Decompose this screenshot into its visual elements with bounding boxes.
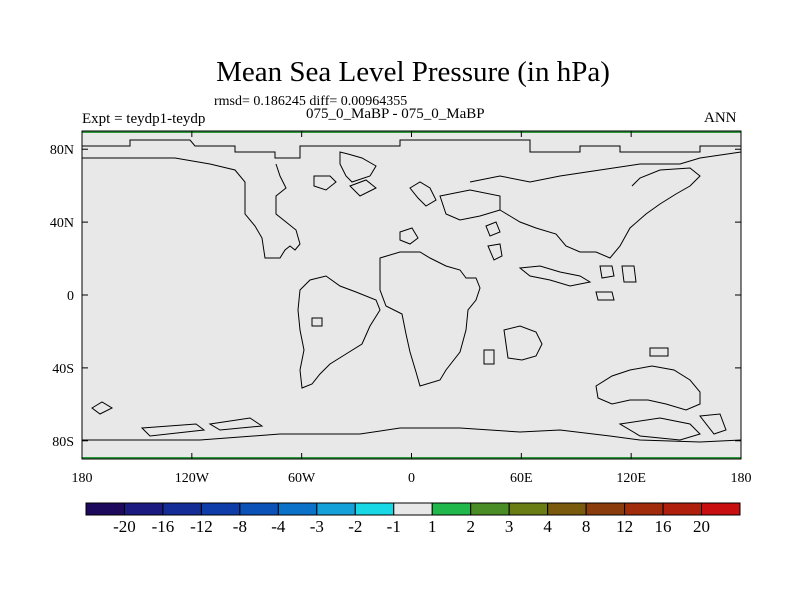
indonesia-isle: [595, 291, 615, 301]
x-tick-label-6: 180: [731, 471, 752, 486]
colorbar-box-13: [585, 502, 626, 516]
colorbar-label-9: 2: [466, 517, 475, 536]
arctic-island-2: [349, 179, 377, 197]
antarctic-shelf-4: [699, 413, 727, 435]
colorbar-label-1: -16: [152, 517, 175, 536]
madagascar: [503, 325, 543, 361]
colorbar-box-12: [547, 502, 587, 516]
africa: [379, 251, 481, 387]
x-tick-label-1: 120W: [175, 471, 210, 486]
greenland: [339, 151, 377, 183]
colorbar-box-16: [701, 502, 741, 516]
x-tick-label-5: 120E: [616, 471, 646, 486]
colorbar-label-8: 1: [428, 517, 437, 536]
y-tick-label-0: 80N: [50, 143, 74, 158]
antarctic-shelf-1: [140, 423, 206, 437]
pacific-isle: [649, 347, 669, 357]
north-coast-line: [81, 139, 741, 159]
asia-north-coast: [469, 151, 742, 183]
colorbar-box-4: [239, 502, 279, 516]
colorbar-label-5: -3: [310, 517, 324, 536]
season-label: ANN: [704, 110, 737, 126]
colorbar-box-2: [162, 502, 202, 516]
arctic-island-1: [313, 175, 337, 191]
colorbar-label-7: -1: [387, 517, 401, 536]
colorbar-label-6: -2: [348, 517, 362, 536]
colorbar-label-11: 4: [543, 517, 552, 536]
colorbar-box-7: [354, 502, 395, 516]
asia-east-coast: [499, 167, 701, 259]
map-title: Mean Sea Level Pressure (in hPa): [216, 56, 610, 88]
colorbar-box-0: [85, 502, 125, 516]
japan-region: [621, 265, 637, 283]
colorbar-label-0: -20: [113, 517, 136, 536]
y-tick-label-2: 0: [67, 289, 74, 304]
arabia-india-coast: [518, 265, 592, 287]
y-tick-label-3: 40S: [52, 362, 74, 377]
experiment-label: Expt = teydp1-teydp: [82, 111, 206, 127]
antarctica-coast: [82, 427, 742, 443]
antarctic-shelf-3: [618, 417, 701, 441]
black-sea-region: [485, 221, 501, 237]
rmsd-stats: rmsd= 0.186245 diff= 0.00964355: [214, 94, 408, 109]
southeast-asia-isle: [599, 265, 615, 279]
caspian-region: [487, 243, 503, 261]
colorbar-box-8: [393, 502, 433, 516]
colorbar-label-2: -12: [190, 517, 213, 536]
europe-interior: [439, 189, 501, 221]
y-tick-label-1: 40N: [50, 216, 74, 231]
x-tick-label-4: 60E: [510, 471, 533, 486]
scandinavia: [409, 181, 437, 207]
colorbar-boxes: [85, 502, 741, 516]
colorbar-box-1: [123, 502, 164, 516]
iberia: [399, 227, 419, 245]
colorbar-box-11: [508, 502, 549, 516]
period-label: 075_0_MaBP - 075_0_MaBP: [306, 106, 485, 122]
map-axes: 180 120W 60W 0 60E 120E 180 80N 40N 0 40S 80S: [50, 131, 752, 486]
colorbar-label-14: 16: [655, 517, 672, 536]
colorbar-box-10: [470, 502, 510, 516]
southern-isle-1: [91, 401, 114, 415]
colorbar-box-14: [624, 502, 664, 516]
colorbar-box-3: [200, 502, 241, 516]
map-field: [82, 131, 741, 459]
colorbar-box-15: [662, 502, 703, 516]
colorbar-box-6: [316, 502, 356, 516]
colorbar-label-15: 20: [693, 517, 710, 536]
colorbar-label-13: 12: [616, 517, 633, 536]
colorbar-label-4: -4: [271, 517, 286, 536]
north-america-west-coast: [82, 157, 301, 259]
south-america-lake: [311, 317, 323, 327]
coastlines: [81, 139, 742, 443]
south-america: [297, 275, 381, 389]
antarctic-shelf-2: [208, 417, 264, 431]
colorbar-label-12: 8: [582, 517, 591, 536]
colorbar-box-9: [431, 502, 472, 516]
colorbar-label-3: -8: [233, 517, 247, 536]
colorbar-label-10: 3: [505, 517, 514, 536]
australia: [595, 365, 701, 411]
colorbar-box-5: [277, 502, 318, 516]
x-tick-label-0: 180: [72, 471, 93, 486]
x-tick-label-2: 60W: [288, 471, 316, 486]
colorbar-labels: -20 -16 -12 -8 -4 -3 -2 -1 1 2 3 4 8 12 16 20: [113, 517, 710, 536]
x-tick-label-3: 0: [408, 471, 415, 486]
indian-ocean-isle: [483, 349, 495, 365]
y-tick-label-4: 80S: [52, 435, 74, 450]
